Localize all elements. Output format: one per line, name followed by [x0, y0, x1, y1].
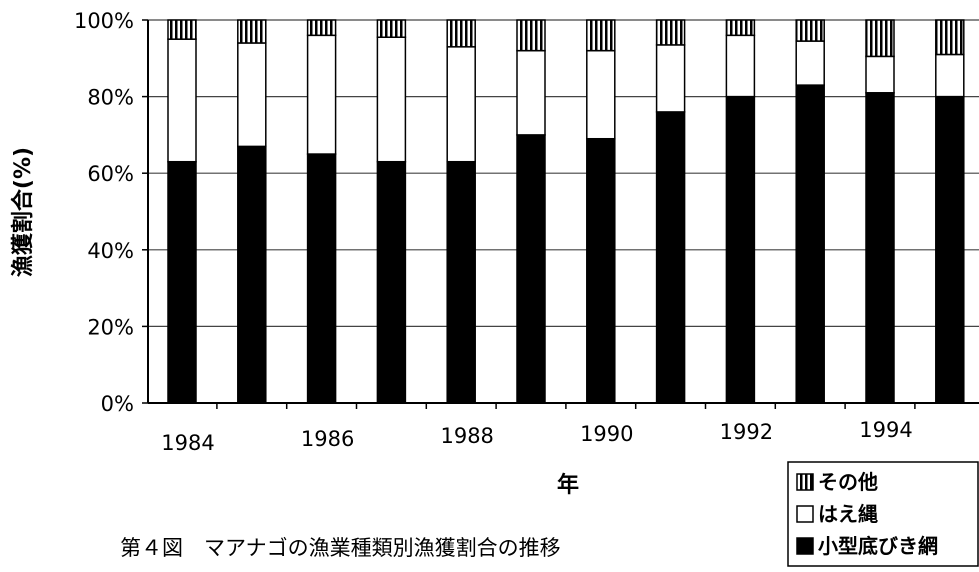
bar-segment-small-trawl-1994 — [865, 92, 895, 404]
bar-segment-longline-1985 — [237, 42, 267, 148]
bar-segment-other-1991 — [655, 19, 686, 46]
bar-segment-small-trawl-1995 — [935, 95, 965, 404]
legend-frame — [787, 461, 979, 567]
bar-segment-other-1993 — [795, 19, 825, 42]
legend-label: 小型底びき網 — [818, 534, 938, 558]
legend-swatch — [796, 473, 814, 491]
bar-segment-other-1990 — [586, 19, 616, 52]
y-tick-label: 80% — [87, 86, 134, 110]
bar-segment-longline-1995 — [935, 53, 965, 98]
chart-caption: 第４図 マアナゴの漁業種類別漁獲割合の推移 — [120, 536, 561, 560]
bar-segment-other-1994 — [865, 19, 895, 58]
bar-segment-other-1988 — [446, 19, 476, 48]
bar-segment-small-trawl-1991 — [655, 111, 686, 404]
bar-segment-longline-1992 — [725, 34, 756, 98]
bar-segment-small-trawl-1986 — [306, 153, 337, 404]
y-axis-title: 漁獲割合(%) — [10, 147, 36, 277]
bar-segment-other-1985 — [237, 19, 267, 44]
y-tick-label: 40% — [87, 239, 134, 263]
bar-segment-longline-1986 — [306, 34, 337, 155]
x-tick-label: 1994 — [859, 418, 912, 442]
bar-segment-small-trawl-1987 — [376, 160, 407, 404]
bar-segment-other-1987 — [376, 19, 407, 38]
bar-segment-small-trawl-1985 — [237, 145, 267, 404]
bar-segment-small-trawl-1988 — [446, 160, 476, 404]
bar-segment-other-1986 — [306, 19, 337, 37]
bar-segment-longline-1993 — [795, 40, 825, 86]
y-tick-label: 100% — [74, 9, 134, 33]
legend-swatch — [796, 537, 814, 555]
legend-label: はえ縄 — [818, 502, 878, 526]
bar-segment-longline-1989 — [516, 49, 546, 136]
y-tick-label: 20% — [87, 315, 134, 339]
bar-segment-longline-1988 — [446, 46, 476, 163]
x-tick-label: 1986 — [301, 427, 354, 451]
legend-swatch — [796, 505, 814, 523]
bar-segment-longline-1987 — [376, 36, 407, 163]
y-tick-label: 60% — [87, 162, 134, 186]
bar-segment-other-1995 — [935, 19, 965, 56]
legend-label: その他 — [818, 470, 878, 494]
bar-segment-other-1989 — [516, 19, 546, 52]
bar-segment-longline-1990 — [586, 49, 616, 140]
bar-segment-small-trawl-1992 — [725, 95, 756, 404]
x-axis-title: 年 — [557, 472, 579, 498]
bar-segment-other-1984 — [167, 19, 197, 40]
x-tick-label: 1990 — [580, 422, 633, 446]
x-tick-label: 1984 — [161, 431, 214, 455]
bar-segment-small-trawl-1989 — [516, 134, 546, 404]
bar-segment-longline-1994 — [865, 55, 895, 94]
y-tick-label: 0% — [101, 392, 134, 416]
bar-segment-longline-1984 — [167, 38, 197, 163]
bar-segment-small-trawl-1990 — [586, 137, 616, 404]
bar-segment-longline-1991 — [655, 44, 686, 113]
x-tick-label: 1988 — [440, 424, 493, 448]
x-tick-label: 1992 — [720, 420, 773, 444]
bar-segment-small-trawl-1993 — [795, 84, 825, 404]
bar-segment-other-1992 — [725, 19, 756, 37]
bar-segment-small-trawl-1984 — [167, 160, 197, 404]
